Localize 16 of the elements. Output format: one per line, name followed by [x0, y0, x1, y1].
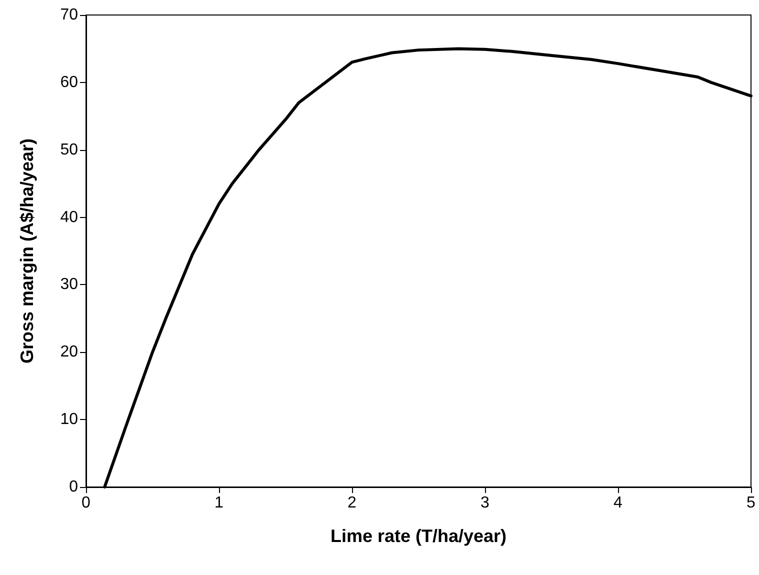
y-tick-label: 0: [69, 478, 78, 496]
y-tick-label: 40: [60, 208, 78, 226]
y-tick-label: 60: [60, 74, 78, 91]
x-tick-label: 1: [214, 494, 224, 512]
y-axis-title: Gross margin (A$/ha/year): [17, 138, 37, 364]
y-tick-label: 20: [60, 344, 78, 361]
x-tick-label: 3: [480, 494, 490, 512]
x-tick-label: 2: [348, 494, 357, 512]
y-tick-label: 50: [60, 141, 78, 158]
x-tick-label: 5: [746, 494, 756, 512]
x-tick-label: 0: [82, 494, 91, 512]
y-tick-label: 70: [60, 6, 78, 24]
x-tick-label: 4: [614, 494, 623, 512]
y-tick-label: 30: [60, 276, 78, 294]
x-axis-title: Lime rate (T/ha/year): [330, 526, 507, 546]
y-tick-label: 10: [60, 411, 78, 428]
